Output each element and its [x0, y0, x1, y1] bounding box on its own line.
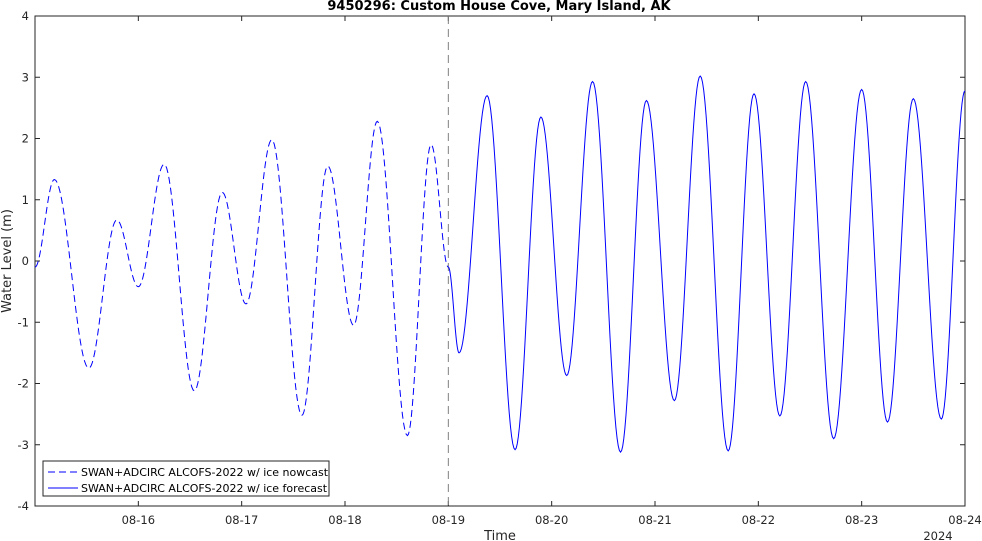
y-tick-label: -1 [18, 315, 29, 329]
x-axis: 08-16 08-17 08-18 08-19 08-20 08-21 08-22 08-23… [122, 16, 982, 527]
y-tick-label: -2 [18, 377, 29, 391]
x-tick-label: 08-17 [225, 513, 258, 527]
y-tick-label: 0 [22, 254, 29, 268]
legend-label-forecast: SWAN+ADCIRC ALCOFS-2022 w/ ice forecast [81, 482, 328, 495]
legend: SWAN+ADCIRC ALCOFS-2022 w/ ice nowcast S… [42, 460, 330, 497]
legend-label-nowcast: SWAN+ADCIRC ALCOFS-2022 w/ ice nowcast [81, 466, 329, 479]
legend-box [42, 460, 330, 497]
nowcast-series-line [34, 120, 449, 437]
forecast-series-line [448, 75, 966, 453]
chart-title: 9450296: Custom House Cove, Mary Island,… [327, 0, 671, 14]
y-tick-label: 4 [22, 9, 29, 23]
y-tick-label: 1 [22, 193, 29, 207]
x-tick-label: 08-22 [742, 513, 775, 527]
x-tick-label: 08-23 [845, 513, 878, 527]
x-tick-label: 08-18 [328, 513, 361, 527]
series-layer [34, 75, 966, 453]
y-tick-label: -3 [18, 438, 29, 452]
y-axis-label: Water Level (m) [0, 209, 15, 313]
x-tick-label: 08-24 [948, 513, 981, 527]
x-tick-label: 08-19 [432, 513, 465, 527]
x-axis-label: Time [483, 529, 516, 541]
y-axis: -4 -3 -2 -1 0 1 2 3 4 [18, 9, 965, 513]
x-tick-label: 08-16 [122, 513, 155, 527]
x-tick-label: 08-21 [638, 513, 671, 527]
y-tick-label: 2 [22, 132, 29, 146]
y-tick-label: 3 [22, 70, 29, 84]
x-tick-label: 08-20 [535, 513, 568, 527]
y-tick-label: -4 [18, 499, 29, 513]
year-label: 2024 [923, 529, 952, 541]
